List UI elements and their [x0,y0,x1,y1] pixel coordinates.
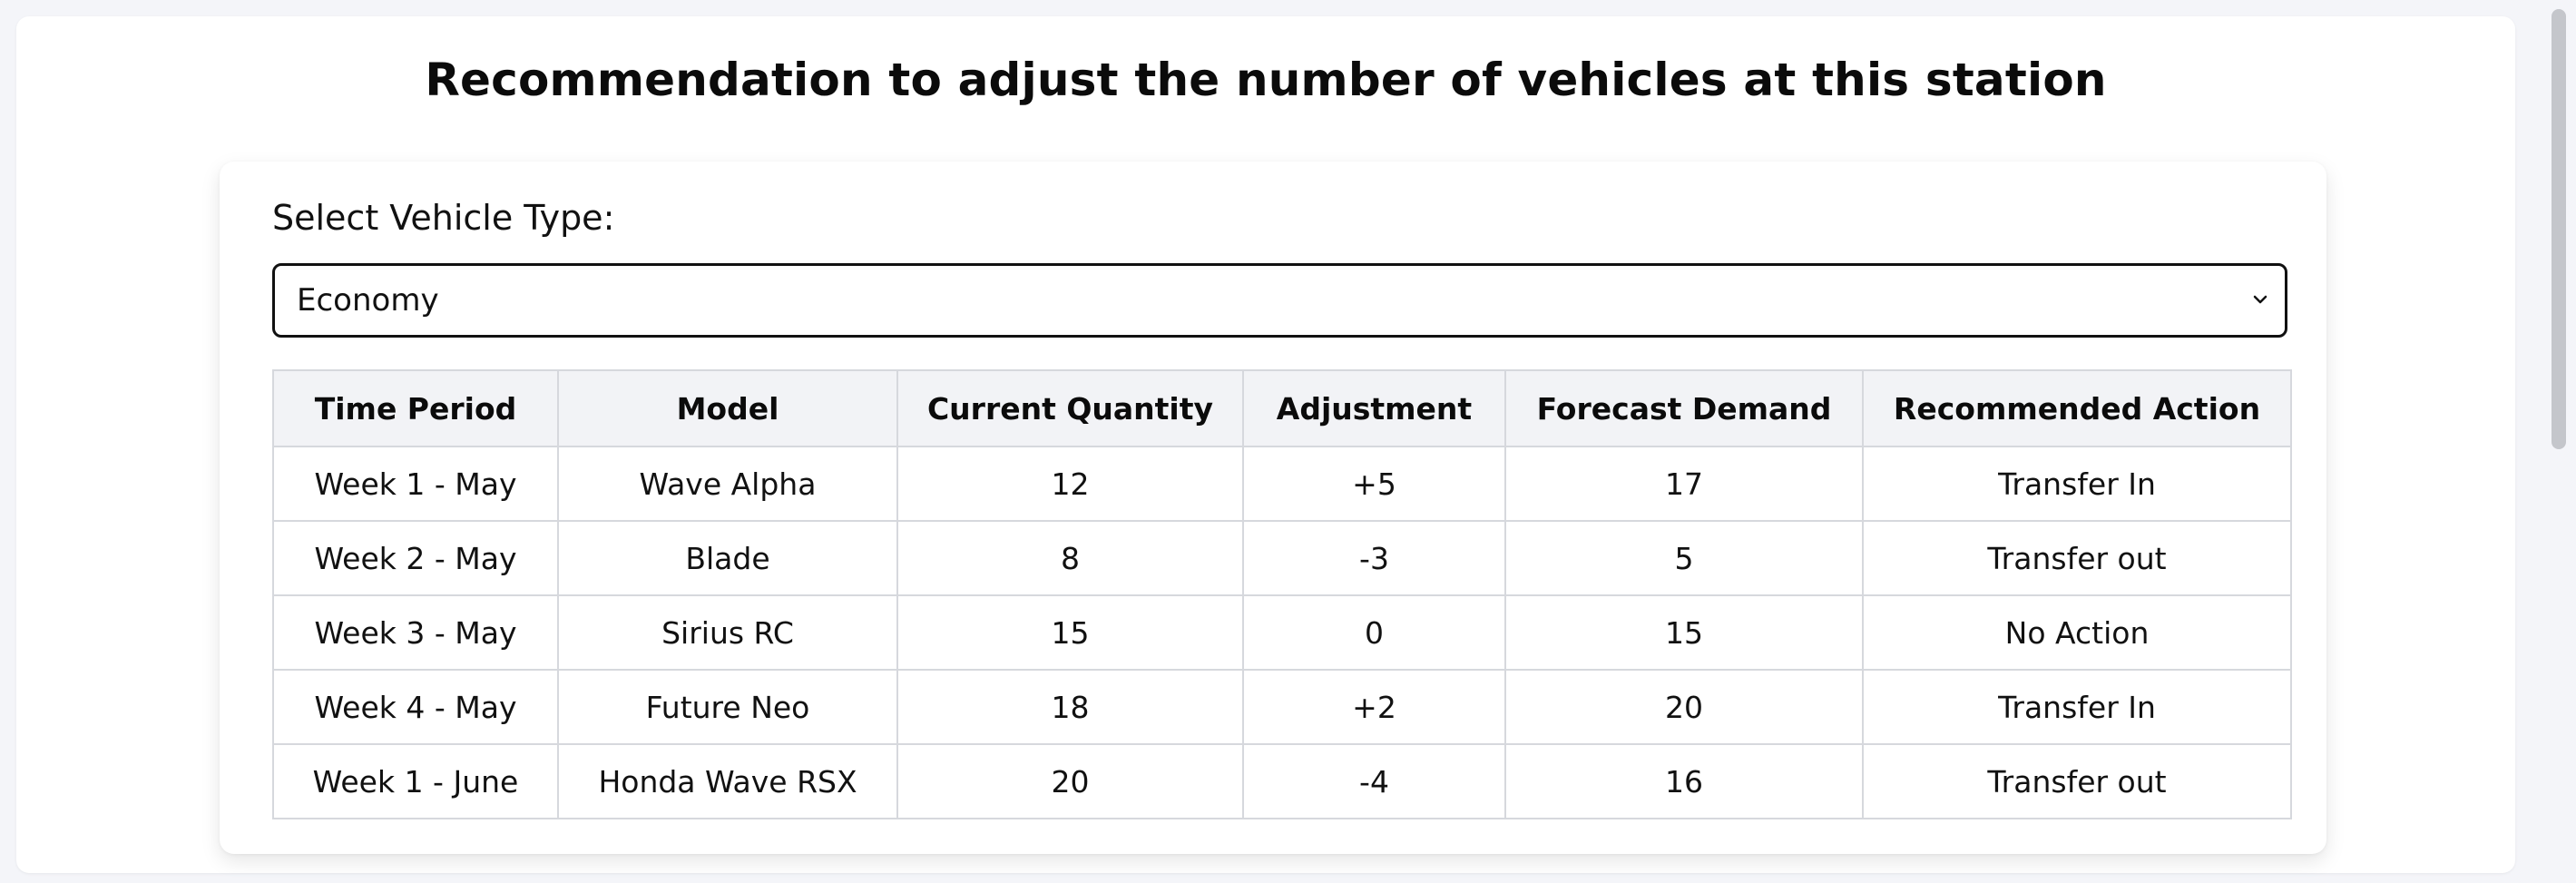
cell-current-quantity: 18 [896,669,1244,745]
cell-recommended-action: No Action [1862,594,2292,671]
cell-current-quantity: 8 [896,520,1244,596]
page-title: Recommendation to adjust the number of v… [425,54,2107,106]
recommendation-table: Time Period Model Current Quantity Adjus… [272,369,2292,819]
cell-model: Blade [557,520,898,596]
cell-adjustment: +2 [1242,669,1506,745]
header-model: Model [557,369,898,447]
page-scrollbar[interactable] [2552,9,2566,449]
cell-current-quantity: 12 [896,446,1244,522]
cell-time-period: Week 2 - May [272,520,559,596]
cell-forecast-demand: 20 [1504,669,1864,745]
cell-forecast-demand: 17 [1504,446,1864,522]
cell-recommended-action: Transfer out [1862,520,2292,596]
cell-recommended-action: Transfer In [1862,446,2292,522]
cell-model: Wave Alpha [557,446,898,522]
cell-forecast-demand: 15 [1504,594,1864,671]
cell-forecast-demand: 16 [1504,743,1864,819]
header-adjustment: Adjustment [1242,369,1506,447]
header-time-period: Time Period [272,369,559,447]
cell-model: Future Neo [557,669,898,745]
cell-time-period: Week 4 - May [272,669,559,745]
vehicle-type-selected-value: Economy [297,282,439,319]
cell-time-period: Week 1 - June [272,743,559,819]
table-row: Week 1 - June Honda Wave RSX 20 -4 16 Tr… [272,743,2292,819]
header-forecast-demand: Forecast Demand [1504,369,1864,447]
chevron-down-icon [2253,295,2267,304]
table-row: Week 2 - May Blade 8 -3 5 Transfer out [272,520,2292,596]
cell-recommended-action: Transfer In [1862,669,2292,745]
table-row: Week 1 - May Wave Alpha 12 +5 17 Transfe… [272,446,2292,522]
vehicle-type-select[interactable]: Economy [272,263,2287,338]
cell-forecast-demand: 5 [1504,520,1864,596]
header-current-quantity: Current Quantity [896,369,1244,447]
cell-adjustment: -3 [1242,520,1506,596]
vehicle-type-label: Select Vehicle Type: [272,198,615,238]
table-row: Week 4 - May Future Neo 18 +2 20 Transfe… [272,669,2292,745]
header-recommended-action: Recommended Action [1862,369,2292,447]
cell-time-period: Week 3 - May [272,594,559,671]
cell-adjustment: +5 [1242,446,1506,522]
cell-time-period: Week 1 - May [272,446,559,522]
cell-adjustment: 0 [1242,594,1506,671]
recommendation-card: Select Vehicle Type: Economy Time Period… [220,162,2326,854]
cell-current-quantity: 15 [896,594,1244,671]
cell-model: Honda Wave RSX [557,743,898,819]
content-panel: Recommendation to adjust the number of v… [16,16,2515,873]
cell-recommended-action: Transfer out [1862,743,2292,819]
cell-model: Sirius RC [557,594,898,671]
cell-adjustment: -4 [1242,743,1506,819]
table-row: Week 3 - May Sirius RC 15 0 15 No Action [272,594,2292,671]
table-header-row: Time Period Model Current Quantity Adjus… [272,369,2292,447]
cell-current-quantity: 20 [896,743,1244,819]
